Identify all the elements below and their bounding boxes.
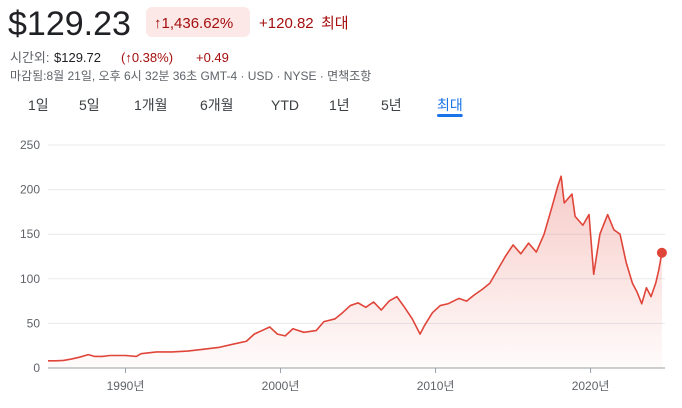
y-tick-label: 250 <box>20 138 40 152</box>
x-tick-label: 2000년 <box>262 379 300 393</box>
y-tick-label: 200 <box>20 183 40 197</box>
change-pct: ↑1,436.62% <box>154 15 233 32</box>
after-hours-change: +0.49 <box>196 50 229 65</box>
tab-underline <box>437 114 463 117</box>
after-hours-price: $129.72 <box>54 50 101 65</box>
tab[interactable]: 5일 <box>79 97 100 113</box>
note: 마감됨:8월 21일, 오후 6시 32분 36초 GMT-4 · USD · … <box>10 68 371 83</box>
tab[interactable]: YTD <box>271 97 299 113</box>
change-badge <box>146 7 250 37</box>
tab[interactable]: 1일 <box>28 97 49 113</box>
tab[interactable]: 1년 <box>329 97 350 113</box>
price: $129.23 <box>8 5 131 43</box>
y-tick-label: 150 <box>20 227 40 241</box>
area-fill <box>48 176 662 368</box>
y-tick-label: 0 <box>33 361 40 375</box>
tabs: 1일 5일 1개월 6개월 YTD 1년 5년 최대 <box>28 97 463 117</box>
after-hours-label: 시간외: <box>10 50 50 65</box>
period: 최대 <box>321 15 349 32</box>
after-hours-pct: (↑0.38%) <box>121 50 173 65</box>
tab[interactable]: 5년 <box>381 97 402 113</box>
x-tick-label: 2020년 <box>572 379 610 393</box>
chart: 0 50 100 150 200 250 1990년 2000년 2010년 2020년 <box>20 138 667 393</box>
tab[interactable]: 1개월 <box>134 97 168 113</box>
tab[interactable]: 6개월 <box>200 97 234 113</box>
tab[interactable]: 최대 <box>437 97 463 113</box>
last-point <box>656 247 667 258</box>
x-tick-label: 1990년 <box>107 379 145 393</box>
y-tick-label: 50 <box>27 316 41 330</box>
y-tick-label: 100 <box>20 272 40 286</box>
x-tick-label: 2010년 <box>417 379 455 393</box>
price-line <box>48 175 663 362</box>
change: +120.82 <box>259 15 314 32</box>
